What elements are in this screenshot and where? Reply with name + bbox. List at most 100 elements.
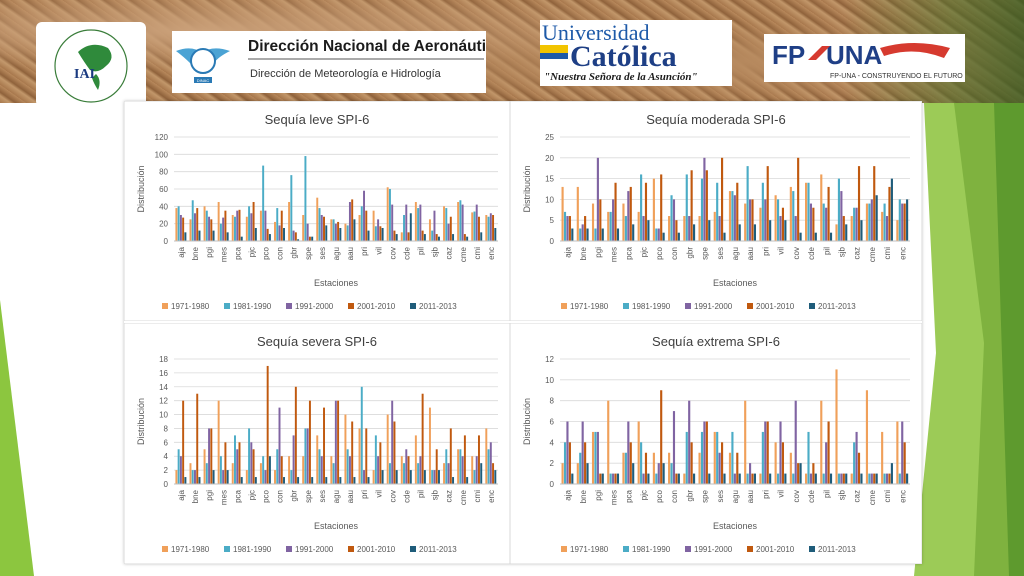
bar-2001-2010-pgi — [210, 219, 213, 241]
x-tick-label: mes — [219, 247, 228, 262]
bar-2011-2013-cde — [409, 213, 412, 241]
bar-1991-2000-pco — [657, 228, 660, 241]
bar-1981-1990-gbr — [290, 175, 293, 241]
bar-1981-1990-aau — [746, 473, 749, 484]
bar-1971-1980-pri — [358, 215, 361, 241]
bar-2011-2013-cov — [395, 470, 398, 484]
bar-1991-2000-enc — [901, 421, 904, 484]
bar-1981-1990-aau — [346, 225, 349, 241]
bar-2011-2013-con — [283, 477, 285, 484]
bar-1971-1980-cov — [386, 414, 389, 484]
bar-1991-2000-caz — [447, 463, 450, 484]
bar-1981-1990-agu — [731, 191, 734, 241]
x-tick-label: caz — [853, 247, 862, 259]
bar-2001-2010-pri — [766, 421, 769, 484]
bar-1991-2000-vil — [377, 219, 380, 241]
x-tick-label: vil — [777, 490, 786, 498]
x-tick-label: ses — [716, 247, 725, 259]
bar-1971-1980-con — [668, 216, 671, 241]
bar-2011-2013-cov — [799, 463, 802, 484]
bar-1981-1990-sjb — [837, 178, 841, 241]
legend-swatch — [809, 546, 815, 552]
legend-item: 2001-2010 — [357, 545, 396, 554]
bar-2011-2013-caz — [452, 234, 455, 241]
bar-1981-1990-cov — [792, 473, 795, 484]
bar-1971-1980-agu — [330, 219, 333, 241]
bar-2011-2013-bne — [198, 230, 201, 241]
dinac-badge-icon — [190, 48, 216, 74]
y-axis-label: Distribución — [522, 165, 532, 212]
bar-2001-2010-aja — [568, 442, 571, 484]
x-tick-label: con — [670, 490, 679, 503]
bar-2001-2010-agu — [736, 182, 739, 241]
bar-1971-1980-pgi — [203, 206, 206, 241]
bar-1991-2000-cov — [391, 400, 394, 484]
bar-1981-1990-bne — [191, 200, 194, 241]
bar-2011-2013-spe — [708, 473, 711, 484]
bar-2011-2013-pil — [829, 232, 833, 241]
bar-1991-2000-sjb — [433, 470, 436, 484]
dinac-badge-ribbon — [194, 77, 212, 83]
bar-1971-1980-gbr — [288, 202, 291, 241]
bar-1991-2000-vil — [779, 421, 782, 484]
bar-1981-1990-pca — [624, 216, 627, 241]
bar-2001-2010-con — [280, 210, 283, 241]
bar-2001-2010-aja — [568, 216, 571, 241]
globe-continent-south-icon — [92, 74, 100, 90]
x-tick-label: pri — [761, 247, 770, 256]
x-tick-label: vil — [374, 247, 383, 255]
x-tick-label: agu — [332, 490, 341, 503]
y-tick-label: 40 — [159, 202, 168, 211]
bar-1971-1980-sjb — [835, 369, 838, 484]
x-tick-label: vil — [374, 490, 383, 498]
bar-1991-2000-bne — [581, 421, 584, 484]
bar-2011-2013-pjc — [647, 220, 650, 241]
bar-2001-2010-cov — [393, 230, 396, 241]
bar-1981-1990-bne — [579, 452, 582, 484]
bar-2011-2013-cmi — [480, 463, 483, 484]
x-tick-label: mes — [609, 247, 618, 262]
bar-1981-1990-cme — [459, 449, 462, 484]
bar-2011-2013-cme — [466, 477, 469, 484]
y-tick-label: 6 — [550, 418, 555, 427]
bar-2011-2013-gbr — [297, 239, 300, 241]
bar-1991-2000-spe — [306, 428, 309, 484]
bar-1981-1990-pgi — [205, 463, 208, 484]
bar-2011-2013-ses — [723, 473, 726, 484]
x-tick-label: enc — [898, 247, 907, 260]
bar-2001-2010-bne — [584, 442, 587, 484]
bar-1991-2000-pri — [764, 421, 767, 484]
legend-item: 1981-1990 — [632, 545, 671, 554]
bar-1991-2000-pco — [264, 210, 267, 241]
x-tick-label: pjc — [247, 490, 256, 500]
iai-name: IAI — [74, 67, 95, 82]
bar-1991-2000-pgi — [208, 428, 211, 484]
uc-stripe-blue-icon — [540, 53, 568, 59]
x-tick-label: gbr — [685, 247, 694, 259]
bar-2011-2013-con — [283, 228, 285, 241]
bar-2001-2010-pco — [266, 228, 269, 241]
bar-2011-2013-pil — [829, 473, 833, 484]
bar-2011-2013-aau — [753, 224, 757, 241]
bar-1971-1980-cmi — [881, 431, 884, 484]
bar-2001-2010-cde — [407, 456, 410, 484]
bar-1991-2000-cme — [870, 199, 873, 241]
bar-1971-1980-caz — [850, 216, 853, 241]
bar-2001-2010-sjb — [435, 234, 438, 241]
x-tick-label: cde — [402, 489, 411, 502]
bar-1991-2000-pgi — [596, 431, 599, 484]
bar-2001-2010-enc — [903, 203, 906, 241]
fpuna-brand-left: FP — [772, 40, 805, 70]
bar-1991-2000-aau — [749, 463, 752, 484]
bar-1981-1990-cme — [459, 200, 462, 241]
x-tick-label: aau — [346, 490, 355, 503]
bar-2011-2013-pgi — [601, 228, 604, 241]
bar-1971-1980-pil — [820, 400, 823, 484]
bar-1981-1990-sjb — [837, 473, 841, 484]
bar-2011-2013-cme — [875, 473, 878, 484]
bar-1991-2000-cmi — [885, 216, 889, 241]
bar-2011-2013-agu — [738, 473, 741, 484]
y-tick-label: 60 — [159, 185, 168, 194]
x-tick-label: pgi — [205, 490, 214, 501]
legend-item: 2011-2013 — [419, 302, 457, 311]
